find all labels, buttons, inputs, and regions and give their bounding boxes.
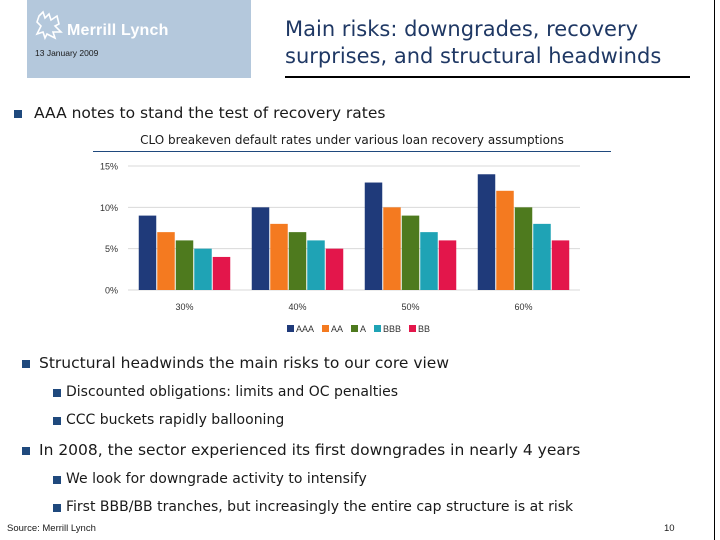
bar-aa-3 [496,190,514,290]
chart-title: CLO breakeven default rates under variou… [140,133,564,147]
sub-bullet-downgrade-activity: We look for downgrade activity to intens… [66,471,367,487]
x-axis-ticks: 30% 40% 50% 60% [175,302,532,312]
bull-logo-icon [35,10,63,40]
bar-aa-2 [383,207,401,290]
bar-bbb-2 [420,232,438,290]
logo-text: Merrill Lynch [67,22,169,39]
sub-bullet-marker [53,389,61,397]
x-tick-label: 50% [401,302,419,312]
legend-label-aa: AA [331,324,343,334]
bar-aaa-1 [251,207,270,290]
bar-bb-0 [212,256,231,290]
bar-aaa-2 [364,182,383,290]
bar-a-3 [514,207,533,290]
bar-a-0 [175,240,194,290]
legend-swatch-bb [409,325,416,332]
x-tick-label: 30% [175,302,193,312]
bullet-marker [14,110,22,118]
bullet-structural-headwinds: Structural headwinds the main risks to o… [39,354,450,372]
legend-swatch-aa [322,325,329,332]
sub-bullet-marker [53,504,61,512]
bar-aa-0 [157,232,175,290]
report-date: 13 January 2009 [35,48,99,58]
slide-title: Main risks: downgrades, recovery surpris… [285,17,662,68]
source-note: Source: Merrill Lynch [7,523,96,534]
bar-bbb-3 [533,223,551,290]
sub-bullet-marker [53,476,61,484]
y-tick-label: 15% [100,162,118,172]
legend-label-aaa: AAA [296,324,314,334]
chart-legend: AAA AA A BBB BB [287,324,430,334]
bar-aaa-0 [138,215,157,290]
sub-bullet-ccc-buckets: CCC buckets rapidly ballooning [66,412,285,428]
right-edge-rule [714,0,715,540]
x-tick-label: 60% [514,302,532,312]
bullet-marker [22,447,30,455]
sub-bullet-marker [53,417,61,425]
y-tick-label: 0% [105,286,118,296]
y-tick-label: 5% [105,244,118,254]
legend-swatch-aaa [287,325,294,332]
x-tick-label: 40% [288,302,306,312]
logo-panel: Merrill Lynch 13 January 2009 [27,0,251,78]
page-number: 10 [664,523,675,534]
bar-bb-1 [325,248,344,290]
legend-swatch-a [351,325,358,332]
legend-label-a: A [360,324,366,334]
bar-bb-3 [551,240,570,290]
y-axis-ticks: 0% 5% 10% 15% [100,162,118,296]
bar-a-2 [401,215,420,290]
bullet-aaa-notes: AAA notes to stand the test of recovery … [34,104,386,122]
bar-a-1 [288,232,307,290]
sub-bullet-discounted-obligations: Discounted obligations: limits and OC pe… [66,384,399,400]
legend-swatch-bbb [374,325,381,332]
bar-aaa-3 [477,174,496,290]
bullet-marker [22,360,30,368]
sub-bullet-cap-structure-risk: First BBB/BB tranches, but increasingly … [66,499,574,515]
legend-label-bb: BB [418,324,430,334]
y-tick-label: 10% [100,203,118,213]
bullet-2008-downgrades: In 2008, the sector experienced its firs… [39,441,581,459]
bar-aa-1 [270,223,288,290]
chart-title-rule [93,151,611,152]
bar-bbb-0 [194,248,212,290]
chart-bars [138,174,570,290]
bar-bb-2 [438,240,457,290]
bar-bbb-1 [307,240,325,290]
legend-label-bbb: BBB [383,324,401,334]
title-divider [285,76,690,78]
